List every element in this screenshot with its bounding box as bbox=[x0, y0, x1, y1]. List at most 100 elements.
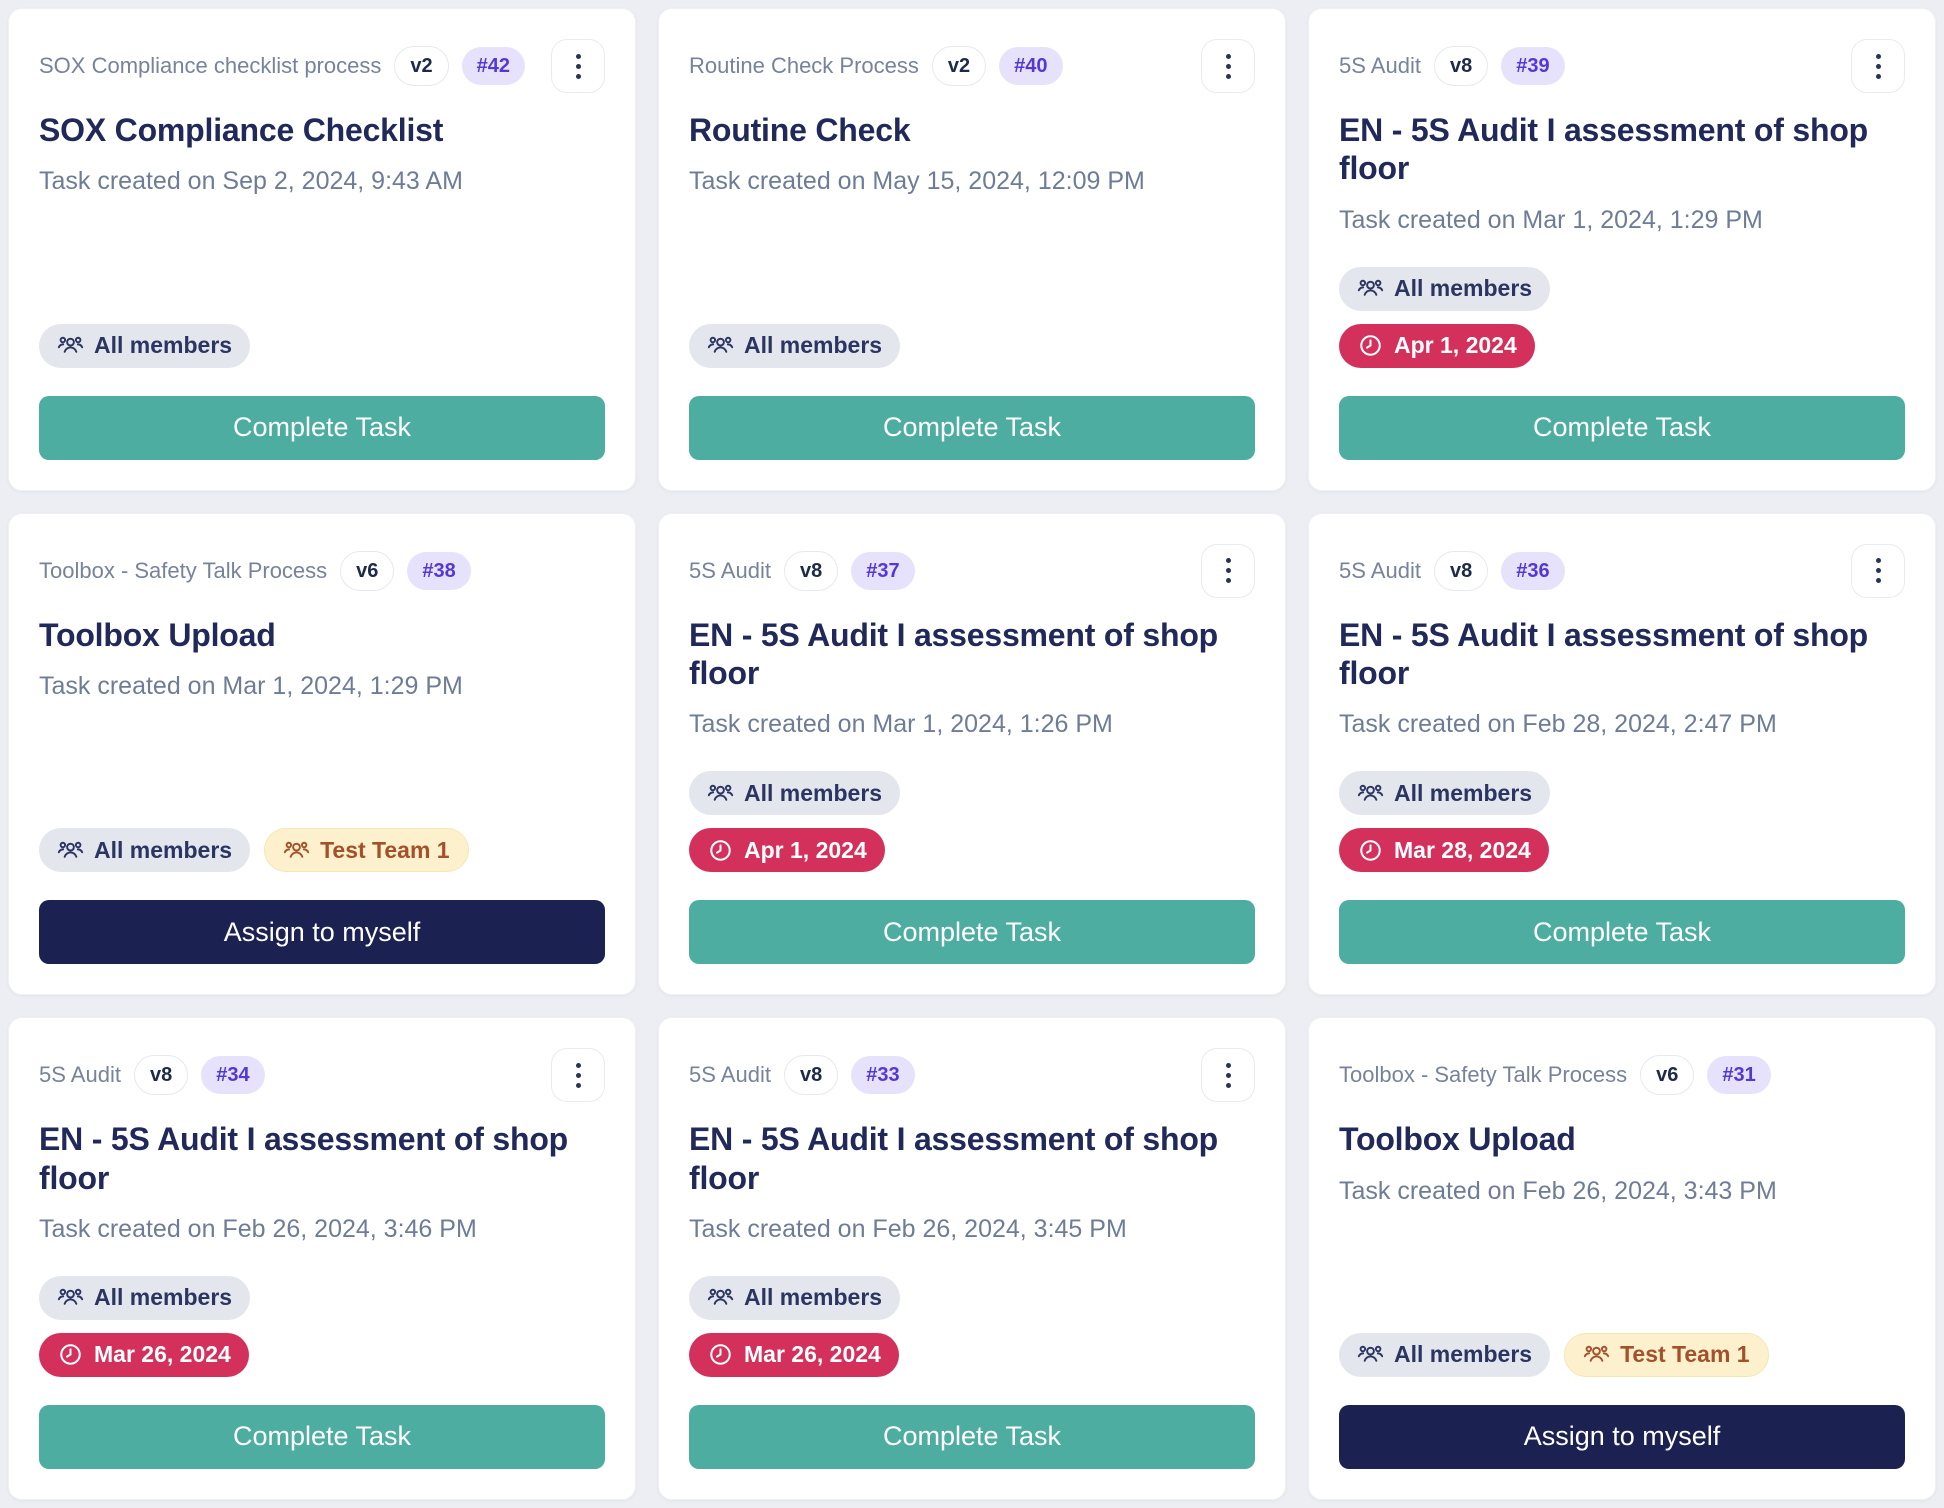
card-header: Toolbox - Safety Talk Process v6 #38 bbox=[39, 542, 605, 600]
task-number-badge: #42 bbox=[461, 47, 525, 85]
card-menu-button[interactable] bbox=[1201, 39, 1255, 93]
task-card: 5S Audit v8 #39 EN - 5S Audit I assessme… bbox=[1308, 8, 1936, 491]
card-menu-button[interactable] bbox=[1851, 543, 1905, 598]
task-title: Routine Check bbox=[689, 112, 911, 148]
task-created-text: Task created on Sep 2, 2024, 9:43 AM bbox=[39, 167, 463, 196]
badge-row: All members bbox=[39, 1275, 251, 1320]
team-badge: Test Team 1 bbox=[1564, 1332, 1769, 1377]
badge-row: All members bbox=[1339, 266, 1551, 311]
version-badge: v6 bbox=[340, 550, 395, 591]
users-icon bbox=[283, 841, 310, 858]
badge-row: All members bbox=[1339, 771, 1551, 816]
badge-row: Mar 26, 2024 bbox=[39, 1332, 249, 1377]
clock-icon bbox=[710, 840, 731, 861]
task-card: Toolbox - Safety Talk Process v6 #31 Too… bbox=[1308, 1017, 1936, 1500]
task-card: 5S Audit v8 #37 EN - 5S Audit I assessme… bbox=[658, 512, 1286, 996]
due-date-badge: Apr 1, 2024 bbox=[689, 828, 885, 873]
task-created-text: Task created on Mar 1, 2024, 1:26 PM bbox=[689, 710, 1113, 739]
card-menu-button[interactable] bbox=[1201, 1048, 1255, 1103]
assignees-badge: All members bbox=[689, 1275, 901, 1320]
action-button[interactable]: Complete Task bbox=[39, 395, 605, 460]
task-created-text: Task created on Feb 28, 2024, 2:47 PM bbox=[1339, 710, 1777, 739]
task-created-text: Task created on Feb 26, 2024, 3:46 PM bbox=[39, 1215, 477, 1244]
action-button[interactable]: Complete Task bbox=[39, 1404, 605, 1469]
kebab-menu-icon bbox=[575, 1062, 581, 1088]
due-date-badge: Mar 26, 2024 bbox=[39, 1332, 249, 1377]
badge-label: All members bbox=[94, 836, 233, 863]
task-created-text: Task created on Mar 1, 2024, 1:29 PM bbox=[39, 672, 463, 701]
users-icon bbox=[57, 336, 84, 353]
task-number-badge: #38 bbox=[407, 551, 471, 590]
due-date-badge: Mar 28, 2024 bbox=[1339, 828, 1549, 873]
task-card: 5S Audit v8 #36 EN - 5S Audit I assessme… bbox=[1308, 512, 1936, 996]
card-header: 5S Audit v8 #37 bbox=[689, 542, 1255, 600]
users-icon bbox=[1357, 784, 1384, 801]
version-badge: v8 bbox=[133, 1055, 189, 1096]
action-button[interactable]: Complete Task bbox=[689, 395, 1255, 460]
badge-label: All members bbox=[1394, 779, 1533, 806]
assignees-badge: All members bbox=[39, 828, 251, 873]
card-header: SOX Compliance checklist process v2 #42 bbox=[39, 37, 605, 95]
kebab-menu-icon bbox=[575, 53, 581, 79]
task-number-badge: #39 bbox=[1501, 47, 1565, 85]
card-header: 5S Audit v8 #36 bbox=[1339, 542, 1905, 600]
task-title: EN - 5S Audit I assessment of shop floor bbox=[1339, 616, 1869, 692]
task-number-badge: #40 bbox=[999, 47, 1063, 85]
badge-row: Mar 28, 2024 bbox=[1339, 828, 1549, 873]
task-title: Toolbox Upload bbox=[39, 616, 276, 653]
task-number-badge: #37 bbox=[851, 551, 915, 590]
users-icon bbox=[707, 336, 734, 353]
task-card: Toolbox - Safety Talk Process v6 #38 Too… bbox=[8, 512, 636, 996]
card-menu-button[interactable] bbox=[551, 1048, 605, 1103]
kebab-menu-icon bbox=[1225, 53, 1231, 79]
version-badge: v2 bbox=[394, 46, 449, 86]
badge-rows: All members Mar 26, 2024 bbox=[689, 1256, 1255, 1377]
badge-label: Mar 26, 2024 bbox=[94, 1341, 231, 1368]
card-header: 5S Audit v8 #34 bbox=[39, 1046, 605, 1104]
task-card: 5S Audit v8 #33 EN - 5S Audit I assessme… bbox=[658, 1017, 1286, 1500]
action-button[interactable]: Assign to myself bbox=[1339, 1404, 1905, 1469]
users-icon bbox=[57, 1289, 84, 1306]
assignees-badge: All members bbox=[39, 1275, 251, 1320]
badge-row: All members bbox=[689, 1275, 901, 1320]
card-header: 5S Audit v8 #33 bbox=[689, 1046, 1255, 1104]
version-badge: v6 bbox=[1640, 1055, 1695, 1096]
due-date-badge: Mar 26, 2024 bbox=[689, 1332, 899, 1377]
card-menu-button[interactable] bbox=[1201, 543, 1255, 598]
card-menu-button[interactable] bbox=[1851, 39, 1905, 93]
badge-label: Test Team 1 bbox=[320, 836, 450, 863]
badge-label: Mar 26, 2024 bbox=[744, 1341, 881, 1368]
assignees-badge: All members bbox=[1339, 771, 1551, 816]
users-icon bbox=[1357, 279, 1384, 296]
clock-icon bbox=[1360, 840, 1381, 861]
assignees-badge: All members bbox=[1339, 1332, 1551, 1377]
process-name: Toolbox - Safety Talk Process bbox=[39, 557, 328, 583]
task-created-text: Task created on Feb 26, 2024, 3:43 PM bbox=[1339, 1176, 1777, 1205]
process-name: 5S Audit bbox=[39, 1062, 121, 1088]
badge-rows: All members Apr 1, 2024 bbox=[1339, 247, 1905, 368]
action-button[interactable]: Complete Task bbox=[1339, 900, 1905, 965]
task-title: EN - 5S Audit I assessment of shop floor bbox=[1339, 112, 1869, 187]
badge-label: All members bbox=[94, 1284, 233, 1311]
task-card: SOX Compliance checklist process v2 #42 … bbox=[8, 8, 636, 491]
clock-icon bbox=[1360, 335, 1381, 356]
card-header: 5S Audit v8 #39 bbox=[1339, 37, 1905, 95]
process-name: 5S Audit bbox=[1339, 53, 1421, 78]
badge-rows: All members Test Team 1 bbox=[39, 808, 605, 873]
version-badge: v8 bbox=[783, 1055, 839, 1096]
action-button[interactable]: Complete Task bbox=[689, 1404, 1255, 1469]
process-name: 5S Audit bbox=[689, 1062, 771, 1088]
card-menu-button[interactable] bbox=[551, 39, 605, 93]
action-button[interactable]: Assign to myself bbox=[39, 900, 605, 965]
kebab-menu-icon bbox=[1225, 558, 1231, 584]
version-badge: v8 bbox=[783, 550, 839, 591]
kebab-menu-icon bbox=[1875, 53, 1881, 79]
badge-rows: All members Apr 1, 2024 bbox=[689, 751, 1255, 873]
action-button[interactable]: Complete Task bbox=[1339, 395, 1905, 460]
action-button[interactable]: Complete Task bbox=[689, 900, 1255, 965]
version-badge: v2 bbox=[931, 46, 987, 86]
card-header: Routine Check Process v2 #40 bbox=[689, 37, 1255, 95]
badge-row: All members bbox=[39, 323, 251, 368]
due-date-badge: Apr 1, 2024 bbox=[1339, 323, 1535, 368]
